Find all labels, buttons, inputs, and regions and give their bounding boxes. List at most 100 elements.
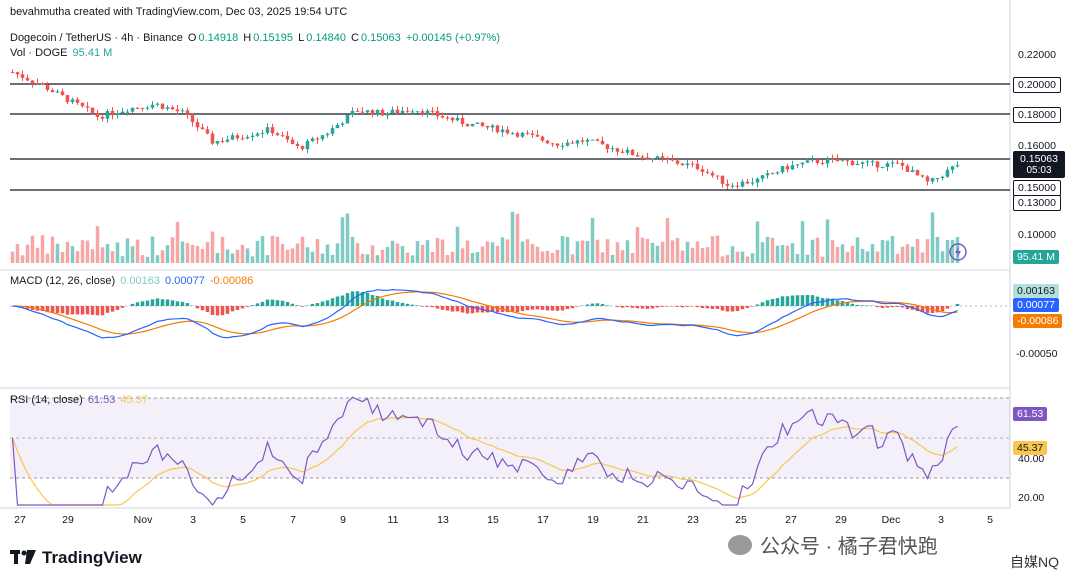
candle-body	[165, 107, 170, 109]
volume-bar	[90, 249, 95, 263]
macd-histogram	[15, 291, 960, 316]
macd-hist-bar	[660, 306, 665, 307]
volume-bar	[395, 243, 400, 263]
volume-bar	[65, 242, 70, 263]
macd-hist-bar	[55, 306, 60, 314]
volume-bar	[140, 255, 145, 263]
candle-body	[740, 181, 745, 187]
volume-bar	[585, 241, 590, 263]
macd-hist-bar	[525, 306, 530, 311]
volume-bar	[775, 245, 780, 263]
volume-bar	[80, 240, 85, 263]
macd-hist-bar	[375, 295, 380, 306]
candle-body	[790, 165, 795, 170]
macd-hist-bar	[380, 298, 385, 306]
volume-bar	[345, 213, 350, 263]
price-tick-0.22: 0.22000	[1018, 49, 1056, 61]
volume-bar	[430, 251, 435, 263]
volume-bar	[280, 244, 285, 263]
creator-line: bevahmutha created with TradingView.com,…	[10, 6, 348, 18]
candle-body	[490, 125, 495, 128]
macd-hist-bar	[145, 300, 150, 306]
macd-hist-bar	[425, 306, 430, 307]
volume-bar	[555, 249, 560, 263]
volume-bar	[45, 253, 50, 263]
macd-hist-bar	[70, 306, 75, 315]
macd-hist-bar	[895, 306, 900, 307]
candle-body	[15, 72, 20, 75]
volume-bar	[915, 238, 920, 263]
rsi-tick-40: 40.00	[1018, 453, 1045, 465]
candle-body	[115, 113, 120, 116]
volume-bar	[940, 251, 945, 263]
macd-hist-bar	[785, 296, 790, 306]
candle-body	[45, 84, 50, 91]
watermark-secondary: 自媒NQ	[1010, 554, 1059, 570]
candle-body	[625, 149, 630, 153]
macd-hist-bar	[275, 300, 280, 306]
candle-body	[190, 114, 195, 123]
volume-bar	[310, 251, 315, 263]
macd-hist-bar	[875, 306, 880, 308]
macd-hist-bar	[935, 306, 940, 313]
candle-body	[840, 160, 845, 162]
candle-body	[955, 165, 960, 167]
volume-bar	[510, 211, 515, 263]
candle-body	[720, 175, 725, 184]
macd-hist-bar	[135, 302, 140, 306]
macd-hist-bar	[560, 306, 565, 311]
candle-body	[530, 133, 535, 135]
volume-bar	[625, 240, 630, 263]
rsi-label[interactable]: RSI (14, close)	[10, 394, 83, 406]
candle-body	[155, 103, 160, 105]
symbol-label[interactable]: Dogecoin / TetherUS · 4h · Binance	[10, 32, 183, 44]
watermark-text: 公众号 · 橘子君快跑	[760, 536, 938, 558]
volume-bar	[440, 239, 445, 263]
candle-body	[855, 163, 860, 166]
tradingview-logo[interactable]: TradingView	[10, 548, 142, 568]
volume-bar	[75, 251, 80, 263]
volume-bar	[545, 250, 550, 263]
volume-bar	[360, 253, 365, 263]
volume-bar	[595, 239, 600, 263]
volume-bar	[210, 231, 215, 263]
volume-bar	[485, 241, 490, 263]
volume-bar	[370, 245, 375, 263]
candle-body	[195, 122, 200, 128]
candle-body	[100, 116, 105, 119]
macd-hist-bar	[400, 302, 405, 306]
volume-label[interactable]: Vol · DOGE	[10, 47, 68, 59]
x-tick-0: 27	[14, 514, 26, 526]
volume-bar	[20, 255, 25, 263]
volume-bar	[520, 241, 525, 263]
x-tick-1: 29	[62, 514, 74, 526]
volume-bar	[580, 240, 585, 263]
volume-bar	[270, 235, 275, 263]
macd-hist-bar	[955, 303, 960, 306]
lightning-icon[interactable]	[949, 243, 967, 261]
level-tag-0.20: 0.20000	[1013, 77, 1061, 93]
macd-hist-bar	[495, 306, 500, 313]
volume-bar	[550, 253, 555, 263]
macd-hist-bar	[140, 301, 145, 306]
candle-body	[830, 158, 835, 160]
change-value: +0.00145 (+0.97%)	[405, 32, 500, 44]
macd-hist-bar	[60, 306, 65, 314]
macd-hist-bar	[195, 306, 200, 309]
volume-bar	[730, 246, 735, 263]
candle-body	[590, 139, 595, 141]
macd-hist-bar	[285, 301, 290, 306]
volume-bar	[195, 245, 200, 263]
macd-hist-bar	[675, 306, 680, 307]
macd-label[interactable]: MACD (12, 26, close)	[10, 275, 116, 287]
volume-bar	[650, 242, 655, 263]
candle-body	[565, 142, 570, 146]
candle-body	[630, 149, 635, 156]
volume-bar	[300, 236, 305, 263]
candle-body	[505, 129, 510, 134]
candle-body	[915, 170, 920, 176]
macd-hist-bar	[795, 295, 800, 306]
candle-body	[665, 157, 670, 160]
level-tag-0.18: 0.18000	[1013, 107, 1061, 123]
